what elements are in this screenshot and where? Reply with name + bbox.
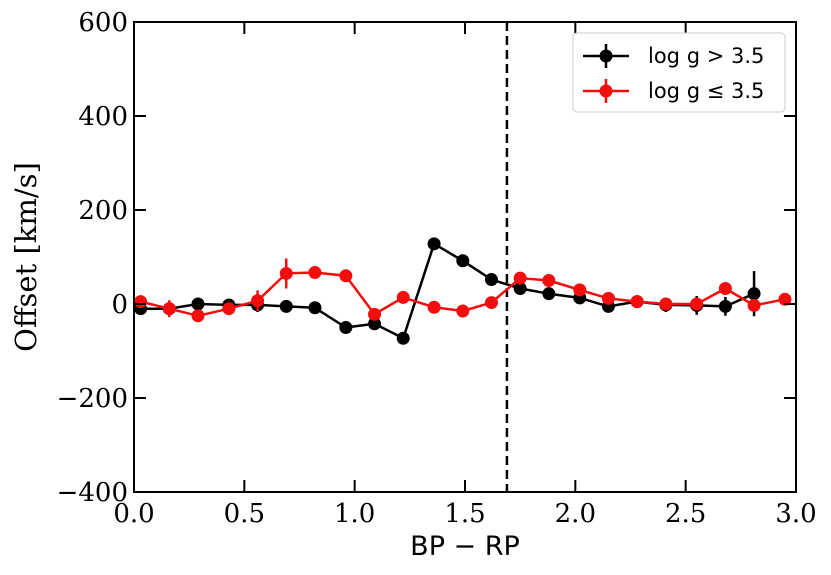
series-loggt	[134, 237, 761, 345]
point-logle	[427, 300, 441, 314]
point-logle	[339, 269, 353, 283]
x-axis-title: BP − RP	[410, 531, 520, 562]
point-loggt	[368, 317, 382, 331]
plot-content	[134, 22, 792, 492]
point-logle	[542, 274, 556, 287]
point-logle	[630, 295, 644, 309]
point-logle	[513, 271, 527, 285]
legend: log g > 3.5 log g ≤ 3.5	[572, 32, 786, 113]
series-line-loggt	[140, 242, 755, 340]
point-loggt	[191, 297, 205, 311]
point-loggt	[308, 301, 322, 315]
point-logle	[308, 266, 322, 280]
legend-label-loggt: log g > 3.5	[648, 44, 764, 68]
point-logle	[396, 290, 410, 304]
point-logle	[747, 298, 761, 312]
y-tick-label: 600	[78, 8, 128, 38]
point-logle	[778, 292, 792, 306]
point-logle	[484, 296, 498, 310]
point-loggt	[542, 287, 556, 301]
point-loggt	[484, 273, 498, 287]
point-logle	[573, 283, 587, 297]
x-tick-label: 2.0	[555, 499, 596, 529]
point-loggt	[427, 237, 441, 251]
legend-marker-loggt	[599, 49, 613, 63]
point-logle	[659, 297, 673, 311]
point-loggt	[279, 299, 293, 313]
x-tick-label: 0.0	[113, 499, 154, 529]
axis-ticks	[133, 21, 797, 493]
x-tick-label: 1.0	[334, 499, 375, 529]
point-loggt	[339, 321, 353, 334]
tick-labels: 0.0 0.5 1.0 1.5 2.0 2.5 3.0 −400 −200 0 200 400 600	[57, 8, 817, 529]
point-logle	[162, 302, 176, 316]
point-logle	[690, 297, 704, 311]
x-tick-label: 0.5	[224, 499, 265, 529]
x-tick-label: 2.5	[665, 499, 706, 529]
y-tick-label: 0	[111, 290, 128, 320]
point-loggt	[513, 281, 527, 295]
point-logle	[718, 281, 732, 295]
point-logle	[456, 304, 470, 318]
point-loggt	[396, 331, 410, 345]
point-logle	[601, 291, 615, 305]
x-tick-label: 1.5	[444, 499, 485, 529]
point-loggt	[747, 287, 761, 301]
y-tick-label: 200	[78, 196, 128, 226]
plot-inner	[134, 22, 792, 492]
legend-marker-logle	[599, 84, 613, 98]
y-axis-title: Offset [km/s]	[9, 162, 43, 352]
point-loggt	[456, 254, 470, 268]
legend-entry-loggt: log g > 3.5	[583, 44, 764, 68]
y-tick-label: −200	[57, 384, 128, 414]
y-tick-label: −400	[57, 478, 128, 508]
point-logle	[134, 295, 148, 309]
legend-label-logle: log g ≤ 3.5	[648, 79, 764, 103]
point-loggt	[718, 299, 732, 313]
y-tick-label: 400	[78, 102, 128, 132]
series-logle	[134, 258, 792, 323]
point-logle	[279, 266, 293, 280]
point-logle	[222, 302, 236, 316]
legend-entry-logle: log g ≤ 3.5	[583, 79, 764, 103]
point-logle	[191, 309, 205, 323]
x-tick-label: 3.0	[775, 499, 816, 529]
point-logle	[251, 294, 265, 308]
point-logle	[368, 307, 382, 321]
